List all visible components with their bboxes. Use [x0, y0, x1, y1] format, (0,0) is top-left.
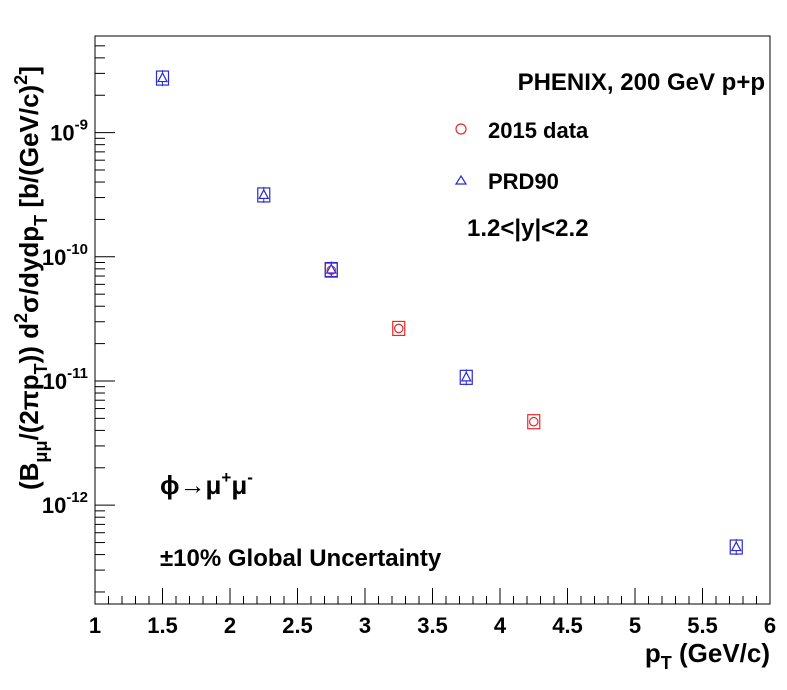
x-tick-label: 3: [359, 613, 371, 638]
y-axis-ticks: 10-12 10-11 10-10 10-9: [42, 35, 115, 593]
legend-label-prd90: PRD90: [488, 169, 559, 194]
x-tick-label: 1.5: [147, 613, 178, 638]
x-tick-label: 4.5: [552, 613, 583, 638]
y-tick-label: 10-12: [42, 489, 88, 518]
x-axis-ticks: 1 1.5 2 2.5 3 3.5 4 4.5 5 5.5 6: [89, 588, 776, 638]
x-tick-label: 3.5: [417, 613, 448, 638]
point-marker-triangle: [460, 371, 472, 382]
systematic-box: [527, 414, 541, 430]
x-tick-label: 2.5: [282, 613, 313, 638]
rapidity-label: 1.2<|y|<2.2: [467, 215, 589, 242]
point-marker-triangle: [325, 263, 337, 274]
x-tick-label: 5.5: [687, 613, 718, 638]
point-marker-circle: [528, 416, 539, 427]
point-marker-triangle: [157, 71, 168, 83]
decay-label: ϕ→μ+μ-: [160, 468, 253, 500]
y-tick-label: 10-10: [42, 241, 88, 270]
legend-marker-2015-data: [455, 123, 467, 135]
x-tick-label: 6: [764, 613, 776, 638]
y-tick-label: 10-9: [50, 117, 88, 146]
legend-label-2015-data: 2015 data: [488, 118, 589, 143]
x-tick-label: 4: [494, 613, 507, 638]
x-tick-label: 2: [224, 613, 236, 638]
plot-frame: [94, 35, 771, 605]
legend-marker-prd90: [454, 174, 468, 185]
point-marker-triangle: [258, 188, 270, 200]
global-uncertainty-label: ±10% Global Uncertainty: [160, 545, 442, 572]
legend-title: PHENIX, 200 GeV p+p: [518, 69, 765, 96]
y-tick-label: 10-11: [43, 365, 88, 394]
x-tick-label: 1: [89, 613, 101, 638]
point-marker-triangle: [730, 540, 742, 552]
x-tick-label: 5: [629, 613, 641, 638]
point-marker-circle: [393, 323, 404, 334]
systematic-box: [392, 320, 406, 337]
y-axis-label: (Bμμ/(2πpT)) d2σ/dydpT [b/(GeV/c)2]: [11, 66, 51, 490]
x-axis-label: pT (GeV/c): [645, 638, 770, 673]
data-points: [155, 70, 743, 556]
